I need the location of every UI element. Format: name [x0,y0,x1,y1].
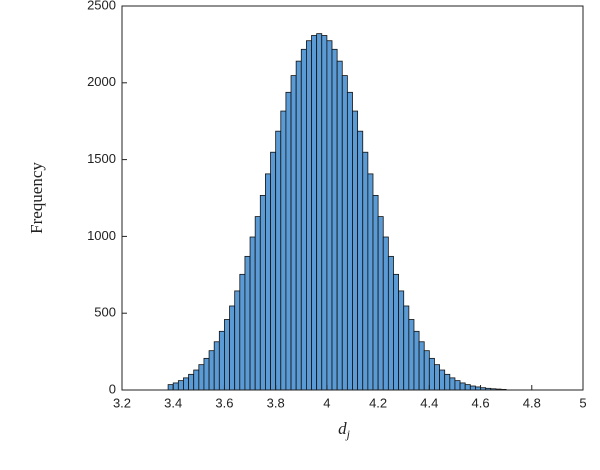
x-tick-label: 4.2 [369,395,387,410]
bar [346,91,353,391]
bar [336,60,343,391]
bar [367,173,374,391]
x-tick-label: 3.8 [267,395,285,410]
bar [259,194,266,391]
bar [244,255,251,391]
x-axis-label: dj [338,419,351,441]
bar [454,380,461,391]
bar [469,385,476,391]
bar [357,130,364,391]
bar [398,290,405,391]
bar [449,377,456,391]
bar [413,330,420,391]
y-tick-label: 1000 [87,228,116,243]
x-label-subscript: j [345,427,351,441]
x-tick-label: 4.8 [523,395,541,410]
bar [439,369,446,391]
bar [234,290,241,391]
bar [341,75,348,391]
bar [418,341,425,391]
bar [459,382,466,391]
plot-frame [121,5,584,391]
bar [198,364,205,391]
x-tick-label: 3.2 [113,395,131,410]
y-tick-label: 1500 [87,151,116,166]
bar [239,273,246,391]
bar [428,357,435,391]
bar [208,350,215,391]
bar [285,91,292,391]
x-tick-label: 4 [323,395,330,410]
bar [408,319,415,391]
bar [300,48,307,391]
x-tick-label: 3.4 [164,395,182,410]
y-tick-label: 2500 [87,0,116,12]
bar [229,305,236,391]
bar [177,380,184,391]
x-tick-label: 3.6 [215,395,233,410]
bar [403,305,410,391]
bar [464,384,471,391]
bar [352,110,359,391]
y-tick-label: 2000 [87,74,116,89]
bar [393,273,400,391]
x-label-main: d [338,419,347,438]
bar [372,194,379,391]
bar [311,35,318,391]
bar [305,40,312,391]
bar [434,364,440,391]
bar [224,319,230,391]
bar [423,350,430,391]
bar [265,173,271,391]
bar [444,373,451,391]
bar [270,151,277,391]
bar [295,60,302,391]
bar [387,255,394,391]
bar [193,369,200,391]
y-axis-label: Frequency [27,162,46,234]
bar [382,236,389,391]
x-tick-label: 5 [579,395,586,410]
y-tick-label: 500 [94,305,116,320]
bar [275,130,282,391]
bar [249,236,256,391]
bar [213,341,220,391]
bar [203,357,210,391]
bar [254,216,261,391]
bar [290,75,297,391]
bar [316,33,323,391]
bar [280,110,287,391]
x-tick-label: 4.6 [472,395,490,410]
bar [362,151,369,391]
bar [188,373,195,391]
x-tick-label: 4.4 [420,395,438,410]
bar [172,382,179,391]
y-tick-label: 0 [109,381,116,396]
bar [321,35,328,391]
bar [183,377,189,391]
bar [218,330,225,391]
bar [167,384,174,391]
bar [331,48,338,391]
bar [326,40,333,391]
bar [377,216,384,391]
